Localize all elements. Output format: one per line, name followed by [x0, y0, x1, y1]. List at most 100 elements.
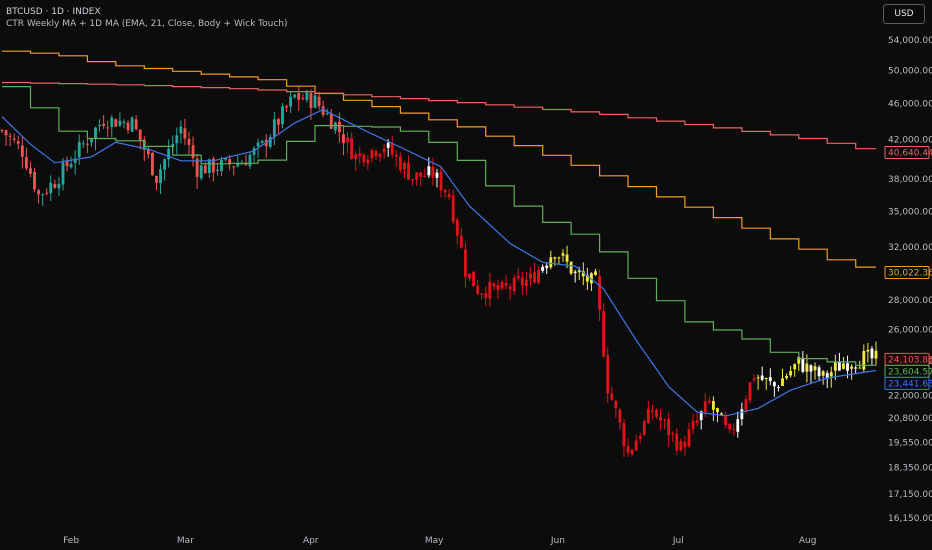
candle-body[interactable] [557, 257, 561, 259]
candle-body[interactable] [65, 160, 69, 167]
candle-body[interactable] [8, 135, 12, 137]
candle-body[interactable] [256, 142, 260, 147]
candle-body[interactable] [724, 416, 728, 426]
candle-body[interactable] [691, 421, 695, 430]
candle-body[interactable] [748, 382, 752, 401]
candle-body[interactable] [606, 355, 610, 394]
candle-body[interactable] [585, 275, 589, 282]
candle-body[interactable] [118, 120, 122, 126]
candle-body[interactable] [594, 271, 597, 276]
candle-body[interactable] [752, 378, 756, 381]
candle-body[interactable] [541, 266, 545, 271]
candle-body[interactable] [150, 152, 154, 176]
candle-body[interactable] [655, 410, 658, 417]
symbol-title[interactable]: BTCUSD · 1D · INDEX [6, 7, 101, 17]
candle-body[interactable] [744, 399, 748, 411]
candle-body[interactable] [777, 386, 780, 388]
candle-body[interactable] [451, 195, 455, 222]
candle-body[interactable] [126, 122, 130, 131]
candle-body[interactable] [427, 166, 431, 176]
time-axis[interactable]: Feb Mar Apr May Jun Jul Aug [63, 536, 816, 546]
candle-body[interactable] [49, 182, 53, 194]
candle-body[interactable] [695, 420, 699, 423]
candle-body[interactable] [390, 143, 394, 155]
candle-body[interactable] [175, 135, 179, 144]
candle-body[interactable] [813, 366, 817, 371]
candle-body[interactable] [598, 275, 601, 310]
price-axis[interactable]: 16,150.00 17,150.00 18,350.00 19,550.00 20,8… [888, 36, 932, 524]
candle-body[interactable] [289, 96, 293, 107]
candle-body[interactable] [590, 273, 593, 284]
candle-body[interactable] [398, 156, 402, 171]
candle-body[interactable] [0, 129, 4, 131]
candle-body[interactable] [614, 401, 618, 409]
candle-body[interactable] [224, 158, 228, 160]
candle-body[interactable] [484, 293, 488, 298]
candle-body[interactable] [703, 401, 707, 412]
candle-body[interactable] [374, 151, 378, 157]
candle-body[interactable] [642, 421, 646, 435]
candle-body[interactable] [602, 310, 606, 357]
candle-body[interactable] [333, 122, 337, 131]
candle-body[interactable] [366, 159, 370, 164]
indicator-title[interactable]: CTR Weekly MA + 1D MA (EMA, 21, Close, B… [6, 19, 288, 29]
candle-body[interactable] [610, 393, 614, 400]
candle-body[interactable] [870, 348, 874, 359]
candle-body[interactable] [407, 162, 410, 180]
candle-body[interactable] [130, 117, 134, 132]
candle-body[interactable] [122, 121, 126, 123]
candle-body[interactable] [854, 367, 858, 369]
candle-body[interactable] [565, 254, 569, 262]
candle-body[interactable] [797, 356, 801, 364]
candle-body[interactable] [37, 190, 41, 195]
candle-body[interactable] [667, 418, 671, 436]
candle-body[interactable] [768, 377, 772, 382]
candle-body[interactable] [756, 377, 760, 379]
candle-body[interactable] [618, 409, 622, 423]
candle-body[interactable] [244, 162, 248, 166]
candle-body[interactable] [626, 446, 630, 453]
candle-body[interactable] [167, 148, 171, 160]
candle-body[interactable] [77, 141, 81, 158]
candle-body[interactable] [764, 378, 768, 380]
candle-body[interactable] [569, 261, 573, 274]
candle-body[interactable] [4, 130, 8, 136]
candle-body[interactable] [102, 123, 106, 127]
candle-body[interactable] [842, 363, 845, 369]
candle-body[interactable] [195, 158, 199, 177]
candle-body[interactable] [171, 144, 175, 147]
candle-body[interactable] [301, 98, 305, 100]
candle-body[interactable] [106, 127, 110, 129]
candle-body[interactable] [98, 124, 101, 127]
candle-body[interactable] [553, 257, 557, 259]
candle-body[interactable] [533, 272, 536, 283]
candle-body[interactable] [85, 143, 89, 145]
candle-body[interactable] [537, 269, 541, 283]
candle-body[interactable] [581, 271, 585, 277]
candle-body[interactable] [53, 183, 57, 188]
candle-body[interactable] [772, 382, 776, 387]
candle-body[interactable] [837, 362, 841, 371]
candle-body[interactable] [285, 106, 288, 108]
candle-body[interactable] [415, 172, 419, 180]
candle-body[interactable] [350, 138, 354, 159]
candle-body[interactable] [16, 141, 20, 144]
candle-body[interactable] [403, 162, 406, 170]
candle-body[interactable] [496, 285, 500, 290]
candle-body[interactable] [634, 440, 638, 451]
candle-body[interactable] [216, 169, 219, 171]
candle-body[interactable] [61, 162, 65, 185]
candle-body[interactable] [545, 265, 549, 269]
candle-body[interactable] [187, 138, 191, 145]
candle-body[interactable] [858, 367, 862, 369]
candle-body[interactable] [516, 275, 520, 279]
candle-body[interactable] [386, 142, 390, 148]
candle-body[interactable] [12, 138, 16, 140]
candle-body[interactable] [191, 145, 195, 159]
candle-body[interactable] [179, 126, 183, 134]
candle-body[interactable] [740, 409, 744, 420]
candle-body[interactable] [277, 119, 280, 125]
candle-body[interactable] [203, 165, 207, 174]
candle-body[interactable] [337, 121, 341, 133]
